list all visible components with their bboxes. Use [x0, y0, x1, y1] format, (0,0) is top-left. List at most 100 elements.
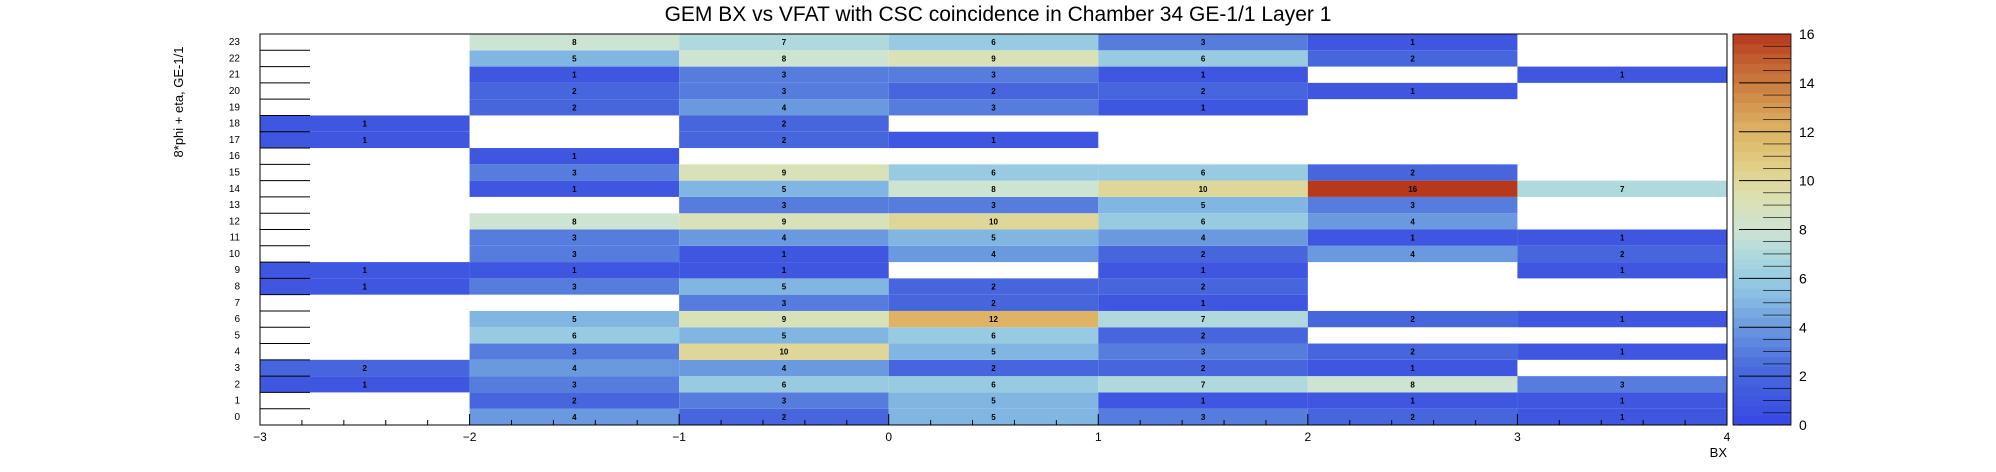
heatmap-cell	[1517, 66, 1727, 83]
plot-area: 1211114234365313381312215823641059351149…	[259, 33, 1728, 426]
x-tick-label: −3	[253, 430, 267, 444]
heatmap-cell	[1098, 327, 1308, 344]
cell-value-label: 2	[363, 364, 368, 373]
cell-value-label: 3	[1201, 348, 1206, 357]
heatmap-cell	[679, 196, 889, 214]
color-scale-band	[1733, 141, 1791, 152]
color-scale-band	[1733, 327, 1791, 338]
cell-value-label: 1	[572, 266, 577, 275]
color-scale-band	[1733, 278, 1791, 289]
cell-value-label: 2	[782, 120, 787, 129]
y-tick-label: 0	[234, 412, 240, 423]
color-scale-band	[1733, 385, 1791, 397]
color-scale-tick-label: 0	[1799, 417, 1807, 433]
heatmap-cell	[469, 327, 680, 344]
cell-value-label: 5	[782, 283, 787, 292]
color-scale-band	[1733, 34, 1791, 45]
x-axis: −3 −2 −1 0 1 2 3 4	[253, 414, 1731, 444]
cell-value-label: 5	[782, 331, 787, 340]
cell-value-label: 4	[1410, 217, 1415, 226]
heatmap-cell	[1307, 164, 1518, 181]
cell-value-label: 9	[991, 54, 996, 63]
cell-value-label: 12	[989, 315, 998, 324]
x-tick-label: −1	[672, 430, 686, 444]
color-scale-band	[1733, 229, 1791, 240]
y-tick-label: 17	[229, 135, 241, 146]
cell-value-label: 7	[782, 38, 787, 47]
heatmap-cell	[1098, 229, 1308, 246]
cell-value-label: 1	[572, 152, 577, 161]
y-tick-label: 14	[229, 184, 241, 195]
cell-value-label: 1	[363, 120, 368, 129]
heatmap-cell	[1517, 229, 1727, 246]
cell-value-label: 3	[572, 348, 577, 357]
cell-value-label: 16	[1408, 185, 1417, 194]
heatmap-cell	[1098, 278, 1308, 295]
cell-value-label: 1	[363, 136, 368, 145]
cell-value-label: 1	[1201, 299, 1206, 308]
heatmap-cell	[888, 278, 1099, 295]
color-scale-band	[1733, 200, 1791, 211]
color-scale-band	[1733, 209, 1791, 221]
cell-value-label: 1	[572, 71, 577, 80]
cell-value-label: 1	[782, 250, 787, 259]
cell-value-label: 2	[1201, 250, 1206, 259]
color-scale-band	[1733, 102, 1791, 113]
cell-value-label: 1	[1201, 266, 1206, 275]
heatmap-cell	[469, 343, 680, 360]
chart-title: GEM BX vs VFAT with CSC coincidence in C…	[665, 3, 1332, 26]
cell-value-label: 2	[991, 364, 996, 373]
heatmap-cell	[888, 376, 1099, 393]
cell-value-label: 1	[363, 380, 368, 389]
color-scale-band	[1733, 82, 1791, 94]
heatmap-cell	[888, 66, 1099, 83]
heatmap-cell	[1307, 229, 1518, 246]
cell-value-label: 8	[782, 54, 787, 63]
cell-value-label: 3	[991, 103, 996, 112]
heatmap-cell	[1517, 310, 1727, 328]
heatmap-cell	[1307, 376, 1518, 393]
heatmap-cell	[469, 99, 680, 116]
heatmap-cell	[1098, 180, 1308, 197]
cell-value-label: 6	[991, 38, 996, 47]
heatmap-cell	[1307, 310, 1518, 328]
heatmap-cell	[1517, 343, 1727, 360]
cell-value-label: 8	[991, 185, 996, 194]
color-scale-band	[1733, 258, 1791, 270]
cell-value-label: 7	[1201, 380, 1206, 389]
heatmap-cell	[888, 343, 1099, 360]
color-scale-tick-label: 16	[1799, 26, 1815, 42]
cell-value-label: 1	[1620, 397, 1625, 406]
color-scale-band	[1733, 317, 1791, 328]
heatmap-cell	[679, 343, 889, 360]
heatmap-cell	[469, 229, 680, 246]
cell-value-label: 2	[1410, 413, 1415, 422]
color-scale-band	[1733, 121, 1791, 133]
cell-value-label: 1	[1410, 234, 1415, 243]
cell-value-label: 3	[991, 201, 996, 210]
heatmap-cell	[888, 408, 1099, 425]
color-scale-band	[1733, 180, 1791, 191]
heatmap-cell	[1098, 50, 1308, 67]
y-tick-label: 4	[234, 347, 240, 358]
cell-value-label: 2	[782, 136, 787, 145]
x-tick-label: 4	[1724, 430, 1731, 444]
heatmap-cell	[1098, 82, 1308, 100]
cell-value-label: 1	[1201, 397, 1206, 406]
color-scale-band	[1733, 73, 1791, 84]
cell-value-label: 3	[572, 234, 577, 243]
color-scale-band	[1733, 415, 1791, 426]
color-scale-band	[1733, 161, 1791, 172]
cell-value-label: 3	[782, 87, 787, 96]
cell-value-label: 1	[1620, 266, 1625, 275]
heatmap-cell	[1307, 408, 1518, 425]
color-scale-band	[1733, 43, 1791, 55]
color-scale-tick-label: 12	[1799, 124, 1815, 140]
color-scale-band	[1733, 376, 1791, 387]
cell-value-label: 5	[991, 397, 996, 406]
cell-value-label: 1	[991, 136, 996, 145]
heatmap-cell	[888, 50, 1099, 67]
cell-value-label: 4	[782, 103, 787, 112]
color-scale-band	[1733, 190, 1791, 201]
y-tick-label: 19	[229, 102, 241, 113]
